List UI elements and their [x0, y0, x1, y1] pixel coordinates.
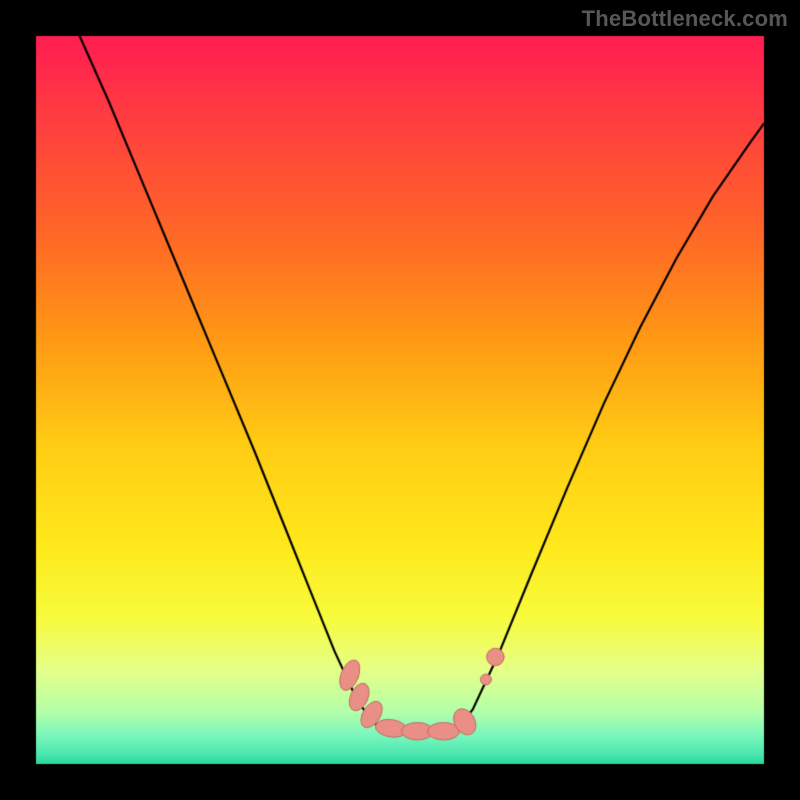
chart-root: TheBottleneck.com	[0, 0, 800, 800]
bottleneck-curve-plot	[0, 0, 800, 800]
watermark-text: TheBottleneck.com	[582, 6, 788, 32]
